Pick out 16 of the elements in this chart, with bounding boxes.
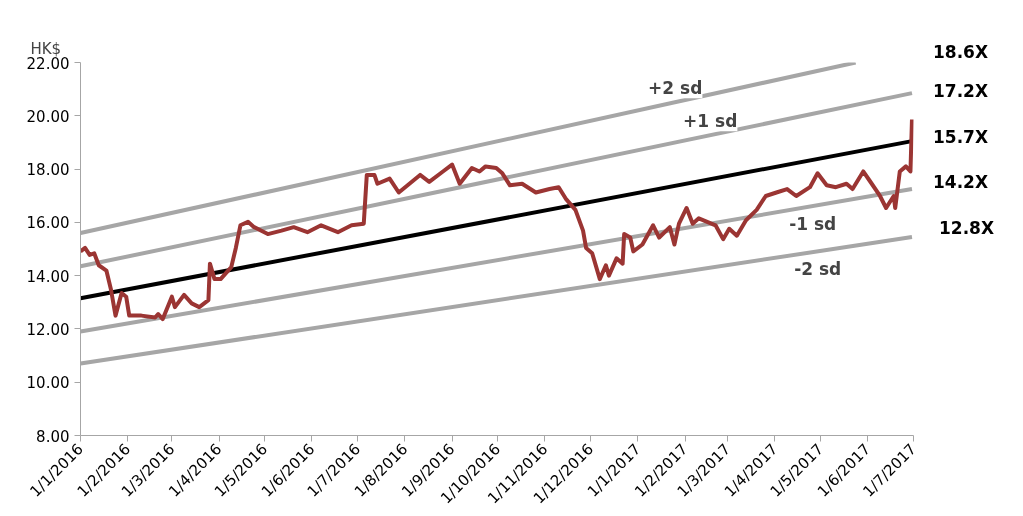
y-tick-label: 14.00 [26,267,70,286]
text: 12.8X [939,217,995,240]
y-tick-label: 8.00 [36,427,70,446]
text: 17.2X [933,80,989,103]
y-tick-label: 10.00 [26,374,70,393]
y-tick-label: 12.00 [26,320,70,339]
annotation: -1 sd [789,214,837,235]
text: 14.2X [933,171,989,194]
annotation: -2 sd [794,259,842,280]
text: 18.6X [933,41,989,64]
annotation: +1 sd [683,111,738,132]
annotation: +2 sd [648,78,703,99]
y-tick-label: 18.00 [26,161,70,180]
text: 15.7X [933,126,989,149]
y-tick-label: 20.00 [26,107,70,126]
y-tick-label: 16.00 [26,214,70,233]
